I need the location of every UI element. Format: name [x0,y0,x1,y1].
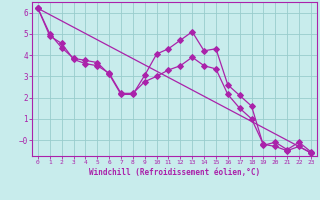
X-axis label: Windchill (Refroidissement éolien,°C): Windchill (Refroidissement éolien,°C) [89,168,260,177]
